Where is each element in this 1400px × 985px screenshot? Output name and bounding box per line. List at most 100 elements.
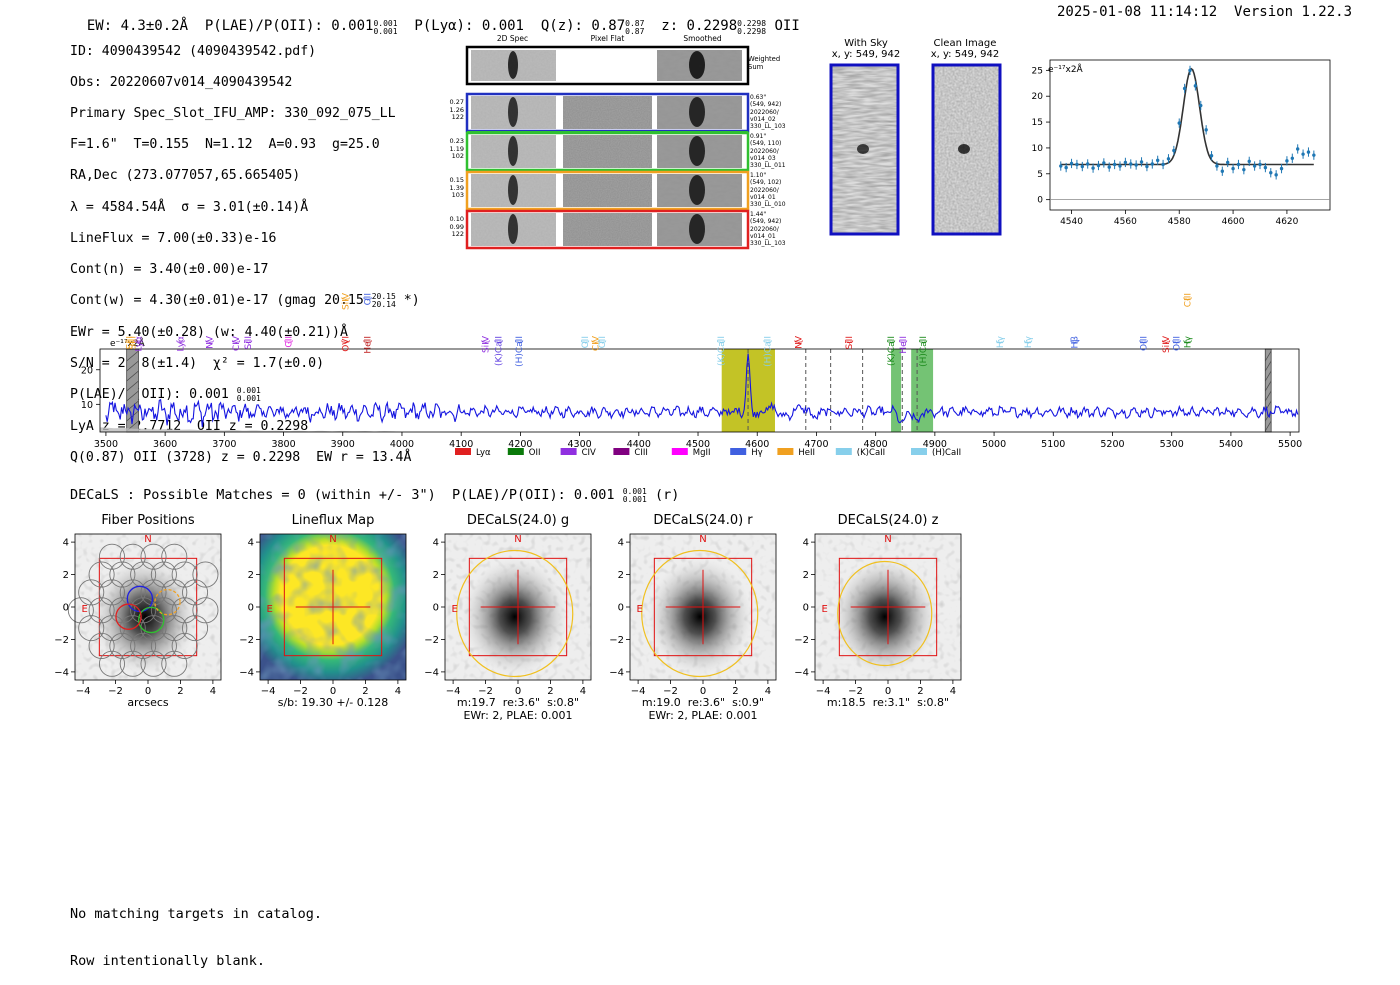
svg-text:(H)CaII: (H)CaII [763,336,773,367]
z-lo: 0.2298 [737,27,767,36]
zoom-ytick-label: 15 [1032,118,1043,128]
panel-xtick-label: 4 [210,686,216,697]
zoom-ytick-label: 0 [1037,196,1043,206]
zoom-data-point [1102,158,1106,168]
zoom-data-point [1166,154,1171,164]
spectrum-line-label: SiIV{ [1162,335,1172,353]
spectrum-line-label: Hβ{ [1071,336,1081,349]
plae-value: P(LAE)/P(OII): 0.001 [204,18,374,34]
svg-text:CIV: CIV [592,335,602,351]
footer: No matching targets in catalog. Row inte… [70,876,322,985]
svg-text:SiII: SiII [244,336,254,350]
panel-xtick-label: −4 [816,686,831,697]
panel-xtick-label: 0 [515,686,521,697]
spectrum-line-label: Hγ{ [996,335,1006,348]
spectrum-line [105,353,1299,427]
panel-ytick-label: 0 [248,603,254,614]
decals-panel-fiber: Fiber Positions N E −4 −4 −2 −2 0 0 2 2 4 4 arcsecs [54,512,225,722]
zoom-data-point [1269,168,1273,178]
weighted-sum-row [465,45,750,86]
aperture-ellipse [456,549,574,678]
svg-text:HeII: HeII [798,448,815,458]
svg-text:Hγ: Hγ [996,335,1006,348]
z-value: z: 0.2298 [661,18,738,34]
info-contw-end: *) [403,293,420,309]
svg-text:{: { [1184,339,1194,345]
spectrum-line-label: SiII{ [244,336,254,350]
decals-panel-galaxy: DECaLS(24.0) r N E −4 −4 −2 −2 0 0 2 2 4 4 m:19.0 re:… [609,512,780,722]
zoom-data-point [1295,144,1300,154]
info-contw-hi: 20.15 [371,292,396,302]
cutout-row-left-label: 0.27 1.26 122 [449,98,464,121]
panel-xtick-label: 4 [395,686,401,697]
svg-text:CIII: CIII [1184,293,1194,307]
spectrum-line-label: (K)CaII{ [887,336,897,366]
spectrum-xtick-label: 5400 [1219,439,1243,450]
zoom-data-point [1172,145,1176,156]
panel-xtick-label: −4 [631,686,646,697]
zoom-data-point [1306,147,1311,157]
cutout-row-right-label: 0.63" (549, 942) 2022060/ v014_02 330_LL… [750,94,786,131]
spectrum-xtick-label: 3900 [331,439,355,450]
panel-ytick-label: −4 [239,667,254,678]
info-id: ID: 4090439542 (4090439542.pdf) [70,43,317,59]
zoom-plot-frame [1049,59,1331,211]
panel-xtick-label: 0 [330,686,336,697]
panel-ytick-label: 4 [803,538,809,549]
qz-value: Q(z): 0.87 [540,18,626,34]
east-label: E [266,604,272,615]
zoom-data-point [1209,151,1214,161]
fiber-circles [67,543,219,677]
clean-image-coords: x, y: 549, 942 [930,49,1000,60]
panel-ytick-label: −2 [424,635,439,646]
clean-image [931,63,1002,236]
spectrum-line-label: CIV{ [232,335,242,351]
panel-ytick-label: 2 [63,570,69,581]
svg-text:{: { [717,339,727,345]
zoom-data-point [1204,125,1208,135]
zoom-data-point [1112,159,1117,170]
spectrum-legend-entry: Hγ [730,448,763,458]
zoom-xtick-label: 4560 [1114,217,1137,227]
panel-xtick-label: 4 [765,686,771,697]
svg-text:SiIV: SiIV [1162,335,1172,353]
panel-ytick-label: 2 [248,570,254,581]
svg-text:OII: OII [581,336,591,348]
spectrum-legend-entry: Lyα [455,448,491,458]
panel-sublabel: EWr: 2, PLAE: 0.001 [463,709,573,722]
panel-xtick-label: 2 [732,686,738,697]
spectrum-xtick-label: 4000 [390,439,414,450]
panel-xtick-label: 2 [547,686,553,697]
qz-hi: 0.87 [625,19,645,28]
panel-ytick-label: 4 [433,538,439,549]
cutout-row-right-label: 1.44" (549, 942) 2022060/ v014_01 330_LL… [750,211,786,248]
spectrum-line-label: OII{ [581,336,591,348]
zoom-data-point [1285,156,1289,166]
zoom-data-point [1312,150,1316,160]
info-ewr: EWr = 5.40(±0.28) (w: 4.40(±0.21))Å [70,324,348,340]
panel-ytick-label: 2 [803,570,809,581]
svg-text:{: { [592,339,602,345]
zoom-xtick-label: 4580 [1168,217,1191,227]
panel-title: Fiber Positions [101,513,195,528]
zoom-data-point [1059,161,1063,171]
svg-text:{: { [515,339,525,345]
svg-text:CIV: CIV [232,335,242,351]
svg-text:{: { [899,339,909,345]
spectrum-xtick-label: 4300 [568,439,592,450]
panel-ytick-label: −2 [239,635,254,646]
zoom-data-point [1123,157,1128,168]
panel-xtick-label: −4 [261,686,276,697]
spectrum-xtick-label: 3500 [94,439,118,450]
zoom-data-point [1085,159,1090,169]
panel-ytick-label: 2 [618,570,624,581]
info-params: F=1.6" T=0.155 N=1.12 A=0.93 g=25.0 [70,137,380,153]
svg-text:MgII: MgII [693,448,711,458]
spectrum-line-label: OII{ [364,293,374,305]
spectrum-line-label: HeII{ [899,336,909,354]
plae-hi: 0.001 [373,19,398,28]
spectrum-xtick-label: 5300 [1160,439,1184,450]
plya-value: P(Lyα): 0.001 [414,18,524,34]
cutout-row-border [465,209,750,250]
aperture-ellipse [837,560,933,667]
